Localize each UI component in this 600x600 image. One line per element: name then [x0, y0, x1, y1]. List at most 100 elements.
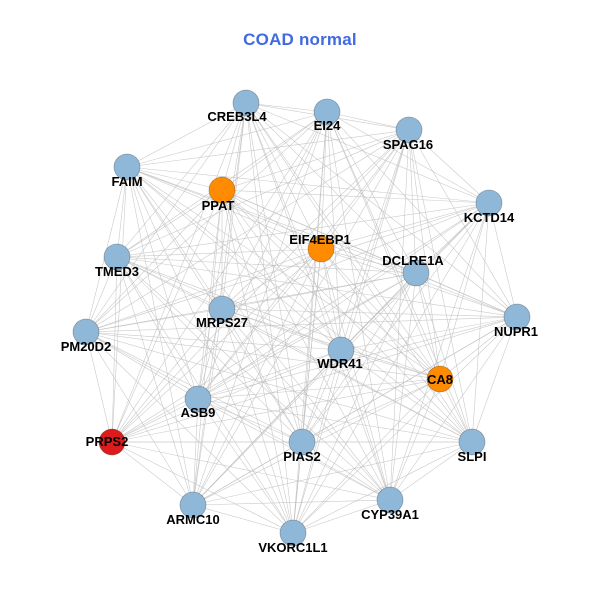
edge — [111, 441, 194, 506]
node-label-slpi: SLPI — [458, 449, 487, 464]
edge — [197, 129, 410, 400]
edge — [245, 102, 294, 534]
edge — [340, 129, 410, 351]
edge — [111, 202, 490, 443]
edge — [85, 316, 518, 333]
edge — [221, 111, 328, 191]
edge — [126, 166, 417, 274]
edge — [320, 248, 417, 274]
edge — [111, 308, 223, 443]
edge — [126, 166, 490, 204]
edge — [245, 102, 417, 274]
node-pias2 — [288, 428, 316, 456]
edge — [221, 189, 490, 204]
edge — [245, 102, 441, 380]
node-ca8 — [426, 365, 454, 393]
edge — [126, 166, 473, 443]
edge — [192, 441, 303, 506]
edge — [197, 189, 223, 400]
node-label-ca8: CA8 — [427, 372, 453, 387]
edge — [85, 129, 410, 333]
edge — [111, 189, 223, 443]
edge — [471, 202, 490, 443]
edge — [116, 129, 410, 258]
edge — [221, 189, 342, 351]
edge — [197, 316, 518, 400]
edge — [192, 499, 391, 506]
edge — [221, 308, 518, 318]
edge — [245, 102, 328, 113]
edge — [389, 272, 417, 501]
edge — [221, 308, 473, 443]
node-ppat — [208, 176, 236, 204]
edge — [85, 331, 441, 380]
node-label-wdr41: WDR41 — [317, 356, 363, 371]
edge — [326, 111, 490, 204]
edge — [111, 102, 247, 443]
edge — [126, 166, 223, 310]
edge — [389, 441, 473, 501]
edge — [111, 111, 328, 443]
edge — [85, 202, 490, 333]
node-label-mrps27: MRPS27 — [196, 315, 248, 330]
edge — [320, 202, 490, 250]
node-slpi — [458, 428, 486, 456]
edge — [197, 111, 328, 400]
edge — [320, 248, 342, 351]
edge — [221, 308, 303, 443]
edge — [116, 256, 391, 501]
edge — [320, 248, 473, 443]
node-label-eif4ebp1: EIF4EBP1 — [289, 232, 350, 247]
edge — [389, 129, 410, 501]
node-label-tmed3: TMED3 — [95, 264, 139, 279]
edge — [245, 102, 342, 351]
edge — [85, 331, 194, 506]
node-dclre1a — [402, 259, 430, 287]
edge — [439, 202, 490, 380]
edge — [221, 129, 410, 310]
edge — [197, 398, 303, 443]
node-wdr41 — [327, 336, 355, 364]
edge — [116, 166, 128, 258]
edge — [85, 189, 223, 333]
node-label-armc10: ARMC10 — [166, 512, 219, 527]
edge — [192, 441, 473, 506]
edge — [116, 256, 518, 318]
edge — [292, 378, 441, 534]
edge — [389, 378, 441, 501]
edge — [111, 398, 199, 443]
labels-layer: CREB3L4 EI24 SPAG16 FAIM PPAT KCTD14 EIF4EBP1 D… — [61, 109, 538, 555]
node-eif4ebp1 — [307, 235, 335, 263]
edge — [221, 189, 473, 443]
edge — [408, 129, 490, 204]
edge — [292, 316, 518, 534]
edge — [197, 349, 342, 400]
edge — [292, 272, 417, 534]
edge — [292, 129, 410, 534]
edge — [197, 308, 223, 400]
edge — [111, 272, 417, 443]
edge — [85, 272, 417, 333]
edge — [197, 398, 294, 534]
edge — [292, 202, 490, 534]
edge — [126, 166, 194, 506]
node-label-creb3l4: CREB3L4 — [207, 109, 267, 124]
edge — [192, 248, 322, 506]
nodes-layer — [72, 89, 531, 547]
node-label-vkorc1l1: VKORC1L1 — [258, 540, 327, 555]
edge — [221, 189, 303, 443]
node-prps2 — [98, 428, 126, 456]
node-asb9 — [184, 385, 212, 413]
node-label-prps2: PRPS2 — [86, 434, 129, 449]
edge — [245, 102, 490, 204]
edge — [245, 102, 303, 443]
edge — [408, 129, 473, 443]
edge — [320, 111, 328, 250]
edge — [408, 129, 518, 318]
edge — [197, 398, 473, 443]
node-mrps27 — [208, 295, 236, 323]
edge — [221, 202, 490, 310]
edge — [408, 129, 441, 380]
edge — [116, 256, 417, 274]
